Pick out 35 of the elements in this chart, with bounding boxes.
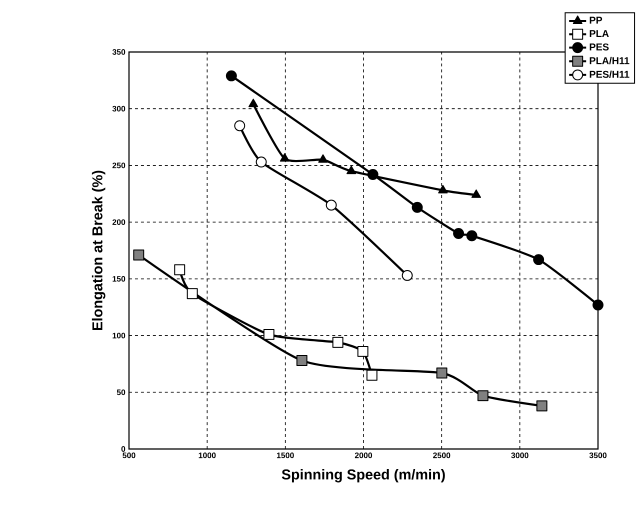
point [366, 370, 378, 381]
point [234, 120, 246, 132]
point [402, 270, 413, 281]
legend-label: PP [590, 16, 602, 24]
point [453, 228, 464, 239]
legend-label: PES [590, 43, 609, 50]
point [471, 189, 482, 198]
point [346, 166, 356, 174]
point [263, 328, 274, 340]
point [326, 200, 337, 211]
point [367, 169, 378, 180]
point [438, 184, 448, 194]
point [133, 250, 144, 261]
point [466, 230, 478, 242]
point [248, 98, 258, 108]
point [436, 368, 448, 378]
legend-label: PES/H11 [590, 70, 630, 78]
point [357, 346, 368, 357]
point [186, 288, 198, 300]
point [477, 390, 488, 402]
point [280, 153, 290, 162]
point [536, 400, 548, 412]
point [592, 299, 604, 310]
point [226, 70, 237, 82]
x-axis-title: Spinning Speed (m/min) [282, 469, 445, 482]
legend-label: PLA [590, 30, 609, 37]
point [412, 202, 423, 213]
point [318, 154, 328, 163]
y-axis-title: Elongation at Break (%) [92, 170, 106, 330]
point [533, 254, 544, 266]
point [174, 264, 186, 276]
point [296, 355, 308, 366]
legend-label: PLA/H11 [590, 56, 630, 64]
point [256, 156, 267, 168]
point [332, 336, 344, 348]
